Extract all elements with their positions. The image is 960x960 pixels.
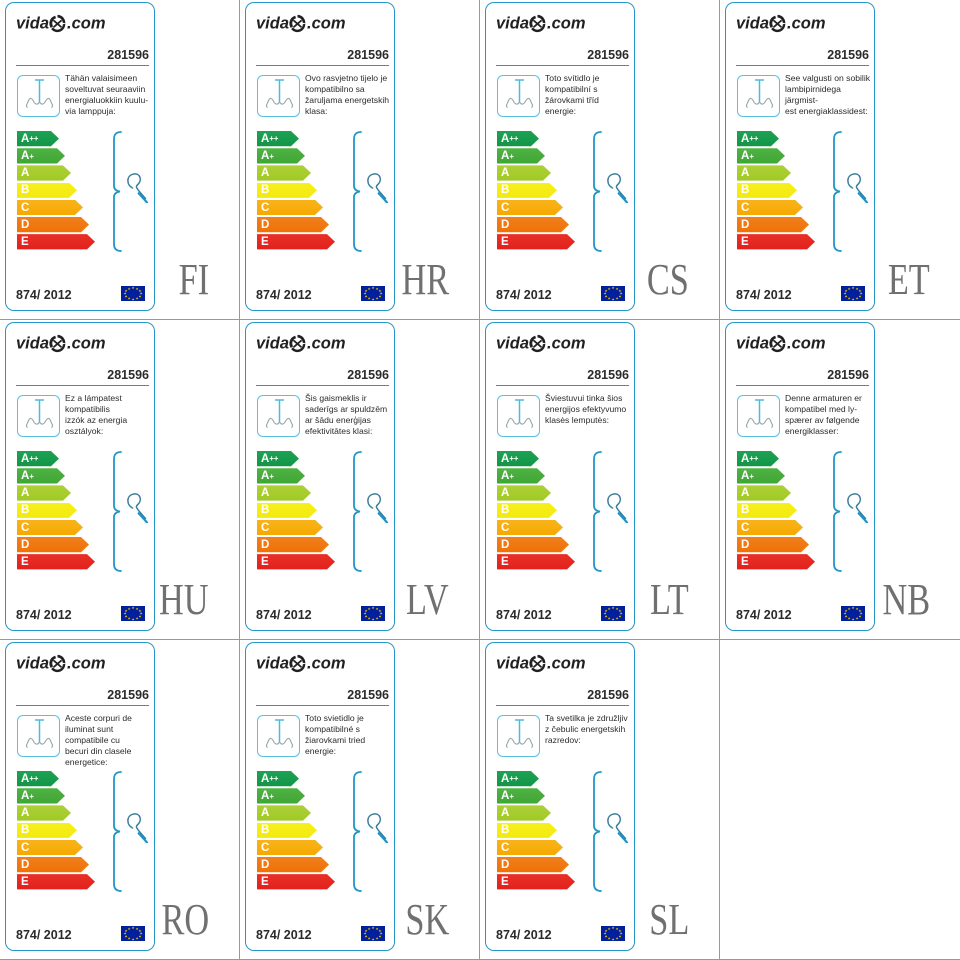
- svg-text:★: ★: [127, 296, 130, 300]
- svg-text:★: ★: [847, 606, 850, 610]
- svg-text:★: ★: [371, 297, 374, 301]
- svg-text:★: ★: [607, 936, 610, 940]
- svg-text:★: ★: [378, 294, 381, 298]
- svg-text:★: ★: [367, 926, 370, 930]
- svg-text:★: ★: [371, 286, 374, 290]
- svg-text:★: ★: [131, 926, 134, 930]
- svg-text:.com: .com: [307, 15, 346, 33]
- svg-text:★: ★: [371, 617, 374, 621]
- svg-text:★: ★: [367, 286, 370, 290]
- svg-text:★: ★: [607, 286, 610, 290]
- svg-text:.com: .com: [307, 655, 346, 673]
- svg-text:.com: .com: [547, 335, 586, 353]
- svg-text:★: ★: [618, 614, 621, 618]
- svg-text:★: ★: [135, 616, 138, 620]
- svg-text:★: ★: [611, 617, 614, 621]
- svg-text:★: ★: [138, 934, 141, 938]
- svg-text:★: ★: [607, 606, 610, 610]
- svg-text:★: ★: [131, 286, 134, 290]
- svg-text:★: ★: [847, 286, 850, 290]
- svg-text:★: ★: [618, 294, 621, 298]
- svg-text:★: ★: [847, 296, 850, 300]
- svg-text:★: ★: [851, 286, 854, 290]
- svg-text:vida: vida: [256, 15, 289, 33]
- svg-text:vida: vida: [496, 335, 529, 353]
- svg-text:vida: vida: [496, 15, 529, 33]
- svg-text:★: ★: [131, 617, 134, 621]
- svg-text:★: ★: [367, 296, 370, 300]
- svg-text:.com: .com: [307, 335, 346, 353]
- svg-text:★: ★: [607, 926, 610, 930]
- svg-text:★: ★: [127, 926, 130, 930]
- svg-text:★: ★: [611, 297, 614, 301]
- svg-text:★: ★: [371, 926, 374, 930]
- svg-text:★: ★: [855, 616, 858, 620]
- svg-text:★: ★: [131, 297, 134, 301]
- svg-text:vida: vida: [496, 655, 529, 673]
- svg-text:vida: vida: [256, 335, 289, 353]
- svg-text:★: ★: [378, 934, 381, 938]
- svg-text:★: ★: [607, 616, 610, 620]
- svg-text:★: ★: [611, 606, 614, 610]
- svg-text:vida: vida: [256, 655, 289, 673]
- svg-text:★: ★: [127, 936, 130, 940]
- svg-text:★: ★: [615, 296, 618, 300]
- svg-text:★: ★: [138, 614, 141, 618]
- svg-text:★: ★: [618, 934, 621, 938]
- svg-text:★: ★: [127, 286, 130, 290]
- svg-text:★: ★: [607, 296, 610, 300]
- svg-text:vida: vida: [16, 655, 49, 673]
- svg-text:★: ★: [127, 616, 130, 620]
- svg-text:★: ★: [371, 606, 374, 610]
- svg-text:.com: .com: [547, 655, 586, 673]
- svg-text:★: ★: [615, 616, 618, 620]
- svg-text:vida: vida: [16, 335, 49, 353]
- svg-text:★: ★: [371, 937, 374, 941]
- svg-text:★: ★: [138, 294, 141, 298]
- svg-text:★: ★: [367, 616, 370, 620]
- svg-text:★: ★: [615, 936, 618, 940]
- svg-text:★: ★: [611, 937, 614, 941]
- svg-text:★: ★: [367, 936, 370, 940]
- svg-text:★: ★: [851, 606, 854, 610]
- svg-text:★: ★: [131, 606, 134, 610]
- svg-text:vida: vida: [736, 335, 769, 353]
- svg-text:★: ★: [131, 937, 134, 941]
- svg-text:.com: .com: [67, 15, 106, 33]
- svg-text:★: ★: [611, 926, 614, 930]
- svg-text:.com: .com: [787, 335, 826, 353]
- svg-text:★: ★: [847, 616, 850, 620]
- svg-text:vida: vida: [16, 15, 49, 33]
- svg-text:★: ★: [375, 936, 378, 940]
- svg-text:★: ★: [611, 286, 614, 290]
- svg-text:★: ★: [378, 614, 381, 618]
- svg-text:.com: .com: [67, 335, 106, 353]
- svg-text:.com: .com: [547, 15, 586, 33]
- svg-text:★: ★: [135, 296, 138, 300]
- svg-text:★: ★: [851, 297, 854, 301]
- svg-text:.com: .com: [67, 655, 106, 673]
- svg-text:.com: .com: [787, 15, 826, 33]
- svg-text:★: ★: [367, 606, 370, 610]
- svg-text:★: ★: [127, 606, 130, 610]
- svg-text:vida: vida: [736, 15, 769, 33]
- svg-text:★: ★: [375, 296, 378, 300]
- svg-text:★: ★: [858, 294, 861, 298]
- svg-text:★: ★: [855, 296, 858, 300]
- svg-text:★: ★: [135, 936, 138, 940]
- svg-text:★: ★: [851, 617, 854, 621]
- svg-text:★: ★: [375, 616, 378, 620]
- svg-text:★: ★: [858, 614, 861, 618]
